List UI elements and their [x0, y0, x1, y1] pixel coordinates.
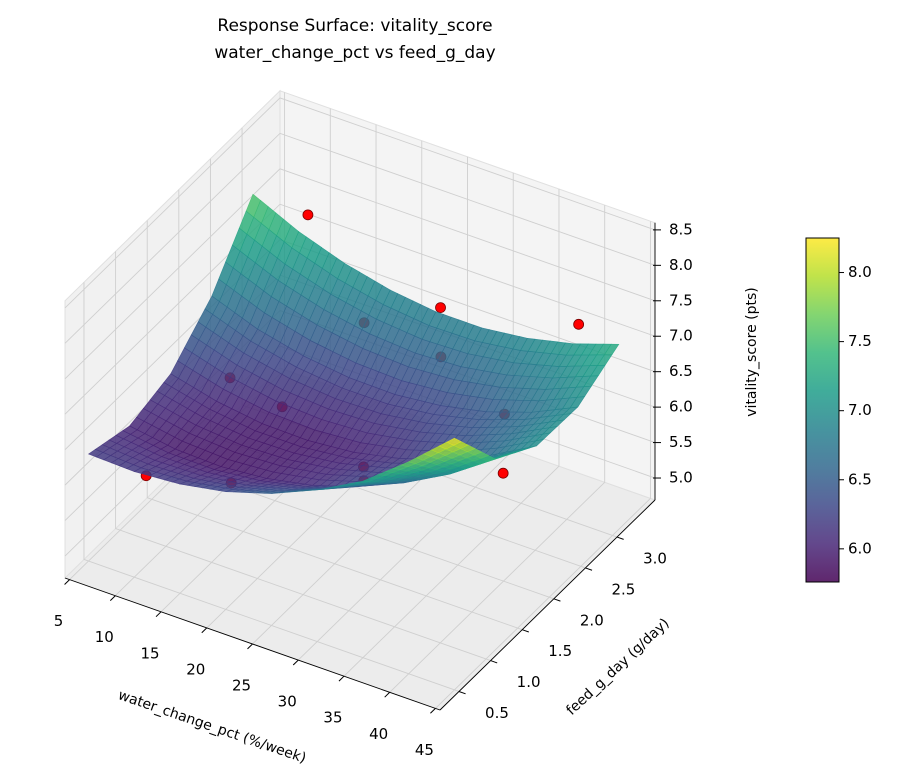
grid-line — [64, 97, 656, 309]
y-tick — [585, 567, 593, 571]
x-tick — [109, 595, 116, 601]
grid-line — [64, 168, 656, 380]
grid-line — [115, 251, 491, 662]
y-tick — [458, 690, 466, 695]
data-point — [573, 318, 585, 330]
colorbar-scale — [805, 237, 840, 583]
data-point — [302, 209, 314, 221]
grid-line — [389, 205, 606, 693]
x-tick-label: 10 — [95, 628, 114, 646]
chart-title: Response Surface: vitality_score — [217, 16, 492, 36]
y-tick — [490, 660, 498, 664]
x-tick — [201, 627, 208, 634]
x-tick-label: 45 — [415, 741, 434, 759]
x-tick-label: 15 — [140, 644, 159, 662]
x-tick — [430, 708, 436, 714]
grid-line — [343, 189, 560, 677]
x-tick — [384, 691, 391, 698]
colorbar-tick-label: 6.5 — [848, 470, 872, 488]
grid-line — [64, 203, 656, 415]
x-axis-line — [64, 577, 441, 711]
colorbar-tick-label: 6.0 — [848, 539, 872, 557]
surface-patch — [446, 437, 462, 446]
y-tick-label: 2.0 — [580, 611, 604, 629]
z-tick-label: 8.5 — [669, 220, 693, 238]
colorbar-tick-label: 7.0 — [848, 401, 872, 419]
z-axis-label: vitality_score (pts) — [744, 287, 760, 416]
grid-line — [435, 221, 651, 709]
y-tick-label: 2.5 — [612, 580, 636, 598]
z-tick-label: 7.5 — [669, 291, 693, 309]
x-tick — [338, 675, 345, 682]
grid-line — [64, 132, 656, 344]
colorbar: 6.0 6.5 7.0 7.5 8.0 — [805, 237, 872, 583]
y-tick-label: 0.5 — [485, 704, 509, 722]
z-tick-label: 5.0 — [669, 469, 693, 487]
data-point — [435, 302, 446, 314]
x-tick — [64, 579, 70, 585]
y-tick-label: 3.0 — [643, 550, 667, 568]
y-tick-label: 1.5 — [548, 642, 572, 660]
x-tick-label: 20 — [186, 660, 205, 678]
x-tick-label: 25 — [232, 677, 251, 695]
surface — [87, 193, 620, 494]
y-tick — [522, 629, 529, 633]
y-tick — [553, 598, 561, 602]
data-point — [497, 467, 509, 479]
chart-subtitle: water_change_pct vs feed_g_day — [214, 43, 495, 63]
z-tick-label: 8.0 — [669, 256, 693, 274]
colorbar-tick-label: 8.0 — [848, 263, 872, 281]
grid-line — [83, 282, 460, 692]
y-tick — [616, 536, 624, 540]
z-tick-label: 6.0 — [669, 398, 693, 416]
x-tick-label: 30 — [278, 693, 297, 711]
axes: 5 10 15 20 25 30 35 40 45 0.5 1.0 1.5 2.0 2.5 3.0 5.0 5.… — [54, 220, 693, 759]
y-axis-line — [439, 499, 656, 711]
x-tick-label: 5 — [54, 612, 64, 630]
z-tick-label: 6.5 — [669, 362, 693, 380]
y-tick-label: 1.0 — [517, 673, 541, 691]
z-tick-label: 5.5 — [669, 433, 693, 451]
x-tick — [247, 643, 253, 650]
x-tick — [155, 611, 162, 618]
x-tick-label: 40 — [369, 725, 388, 743]
z-tick-label: 7.0 — [669, 327, 693, 345]
colorbar-tick-label: 7.5 — [848, 332, 872, 350]
x-tick-label: 35 — [323, 709, 342, 727]
y-axis-label: feed_g_day (g/day) — [563, 615, 672, 718]
x-tick — [292, 659, 299, 666]
grid-line — [146, 220, 523, 631]
